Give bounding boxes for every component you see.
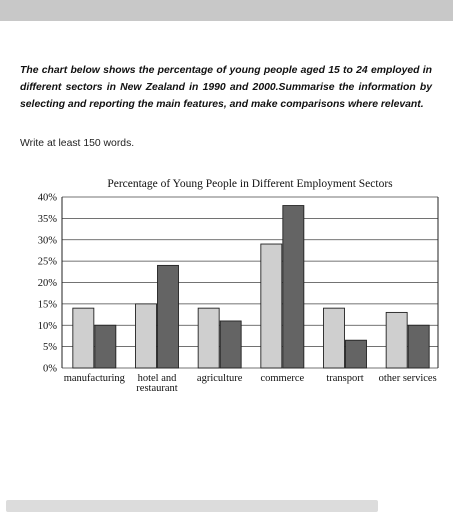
- x-category-label: other services: [379, 373, 437, 384]
- chart-title: Percentage of Young People in Different …: [107, 178, 393, 190]
- bar: [385, 311, 408, 369]
- top-bar: [0, 0, 453, 21]
- bar: [282, 205, 305, 369]
- x-category-label: transport: [326, 373, 363, 384]
- x-category-label: agriculture: [197, 373, 243, 384]
- bar-chart: Percentage of Young People in Different …: [38, 178, 439, 394]
- bar: [219, 320, 242, 369]
- bar: [345, 339, 367, 369]
- x-category-label: commerce: [260, 373, 304, 384]
- task-instruction: Write at least 150 words.: [20, 138, 135, 149]
- y-tick-label: 10%: [38, 321, 58, 332]
- bar: [323, 307, 345, 369]
- x-category-label: restaurant: [136, 383, 177, 394]
- plot-area: 0% 5% 10% 15% 20% 25% 30% 35% 40% manufacturing ho…: [38, 193, 439, 394]
- bar: [157, 264, 179, 369]
- bar: [135, 303, 157, 369]
- y-tick-label: 25%: [38, 257, 58, 268]
- y-tick-label: 20%: [38, 278, 58, 289]
- bar: [260, 243, 283, 369]
- bar: [407, 324, 430, 369]
- task-prompt: The chart below shows the percentage of …: [20, 65, 432, 110]
- bar: [72, 307, 95, 369]
- y-tick-label: 5%: [43, 342, 57, 353]
- bar: [94, 324, 117, 369]
- bottom-scrollbar[interactable]: [6, 500, 378, 512]
- y-tick-label: 35%: [38, 214, 58, 225]
- y-tick-label: 30%: [38, 235, 58, 246]
- y-tick-label: 40%: [38, 193, 58, 204]
- bar: [197, 307, 220, 369]
- x-category-label: manufacturing: [64, 373, 126, 384]
- y-tick-label: 15%: [38, 299, 58, 310]
- x-category-label: hotel and: [138, 373, 178, 384]
- y-tick-label: 0%: [43, 364, 57, 375]
